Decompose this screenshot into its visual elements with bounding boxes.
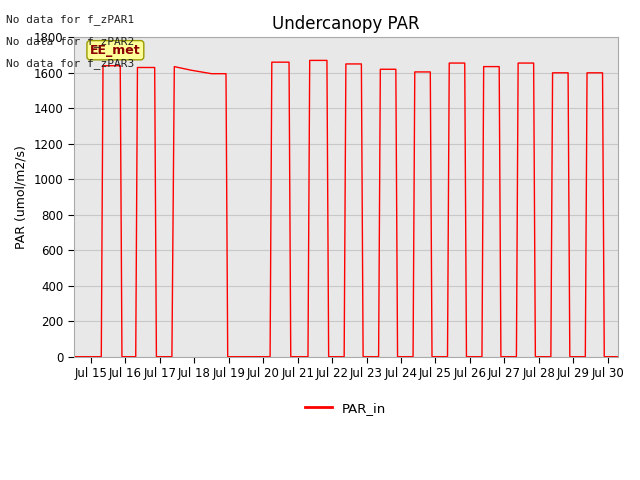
Text: No data for f_zPAR3: No data for f_zPAR3	[6, 58, 134, 69]
Text: EE_met: EE_met	[90, 44, 141, 57]
Text: No data for f_zPAR1: No data for f_zPAR1	[6, 14, 134, 25]
Y-axis label: PAR (umol/m2/s): PAR (umol/m2/s)	[15, 145, 28, 249]
Title: Undercanopy PAR: Undercanopy PAR	[272, 15, 420, 33]
Text: No data for f_zPAR2: No data for f_zPAR2	[6, 36, 134, 47]
Legend: PAR_in: PAR_in	[300, 397, 392, 420]
